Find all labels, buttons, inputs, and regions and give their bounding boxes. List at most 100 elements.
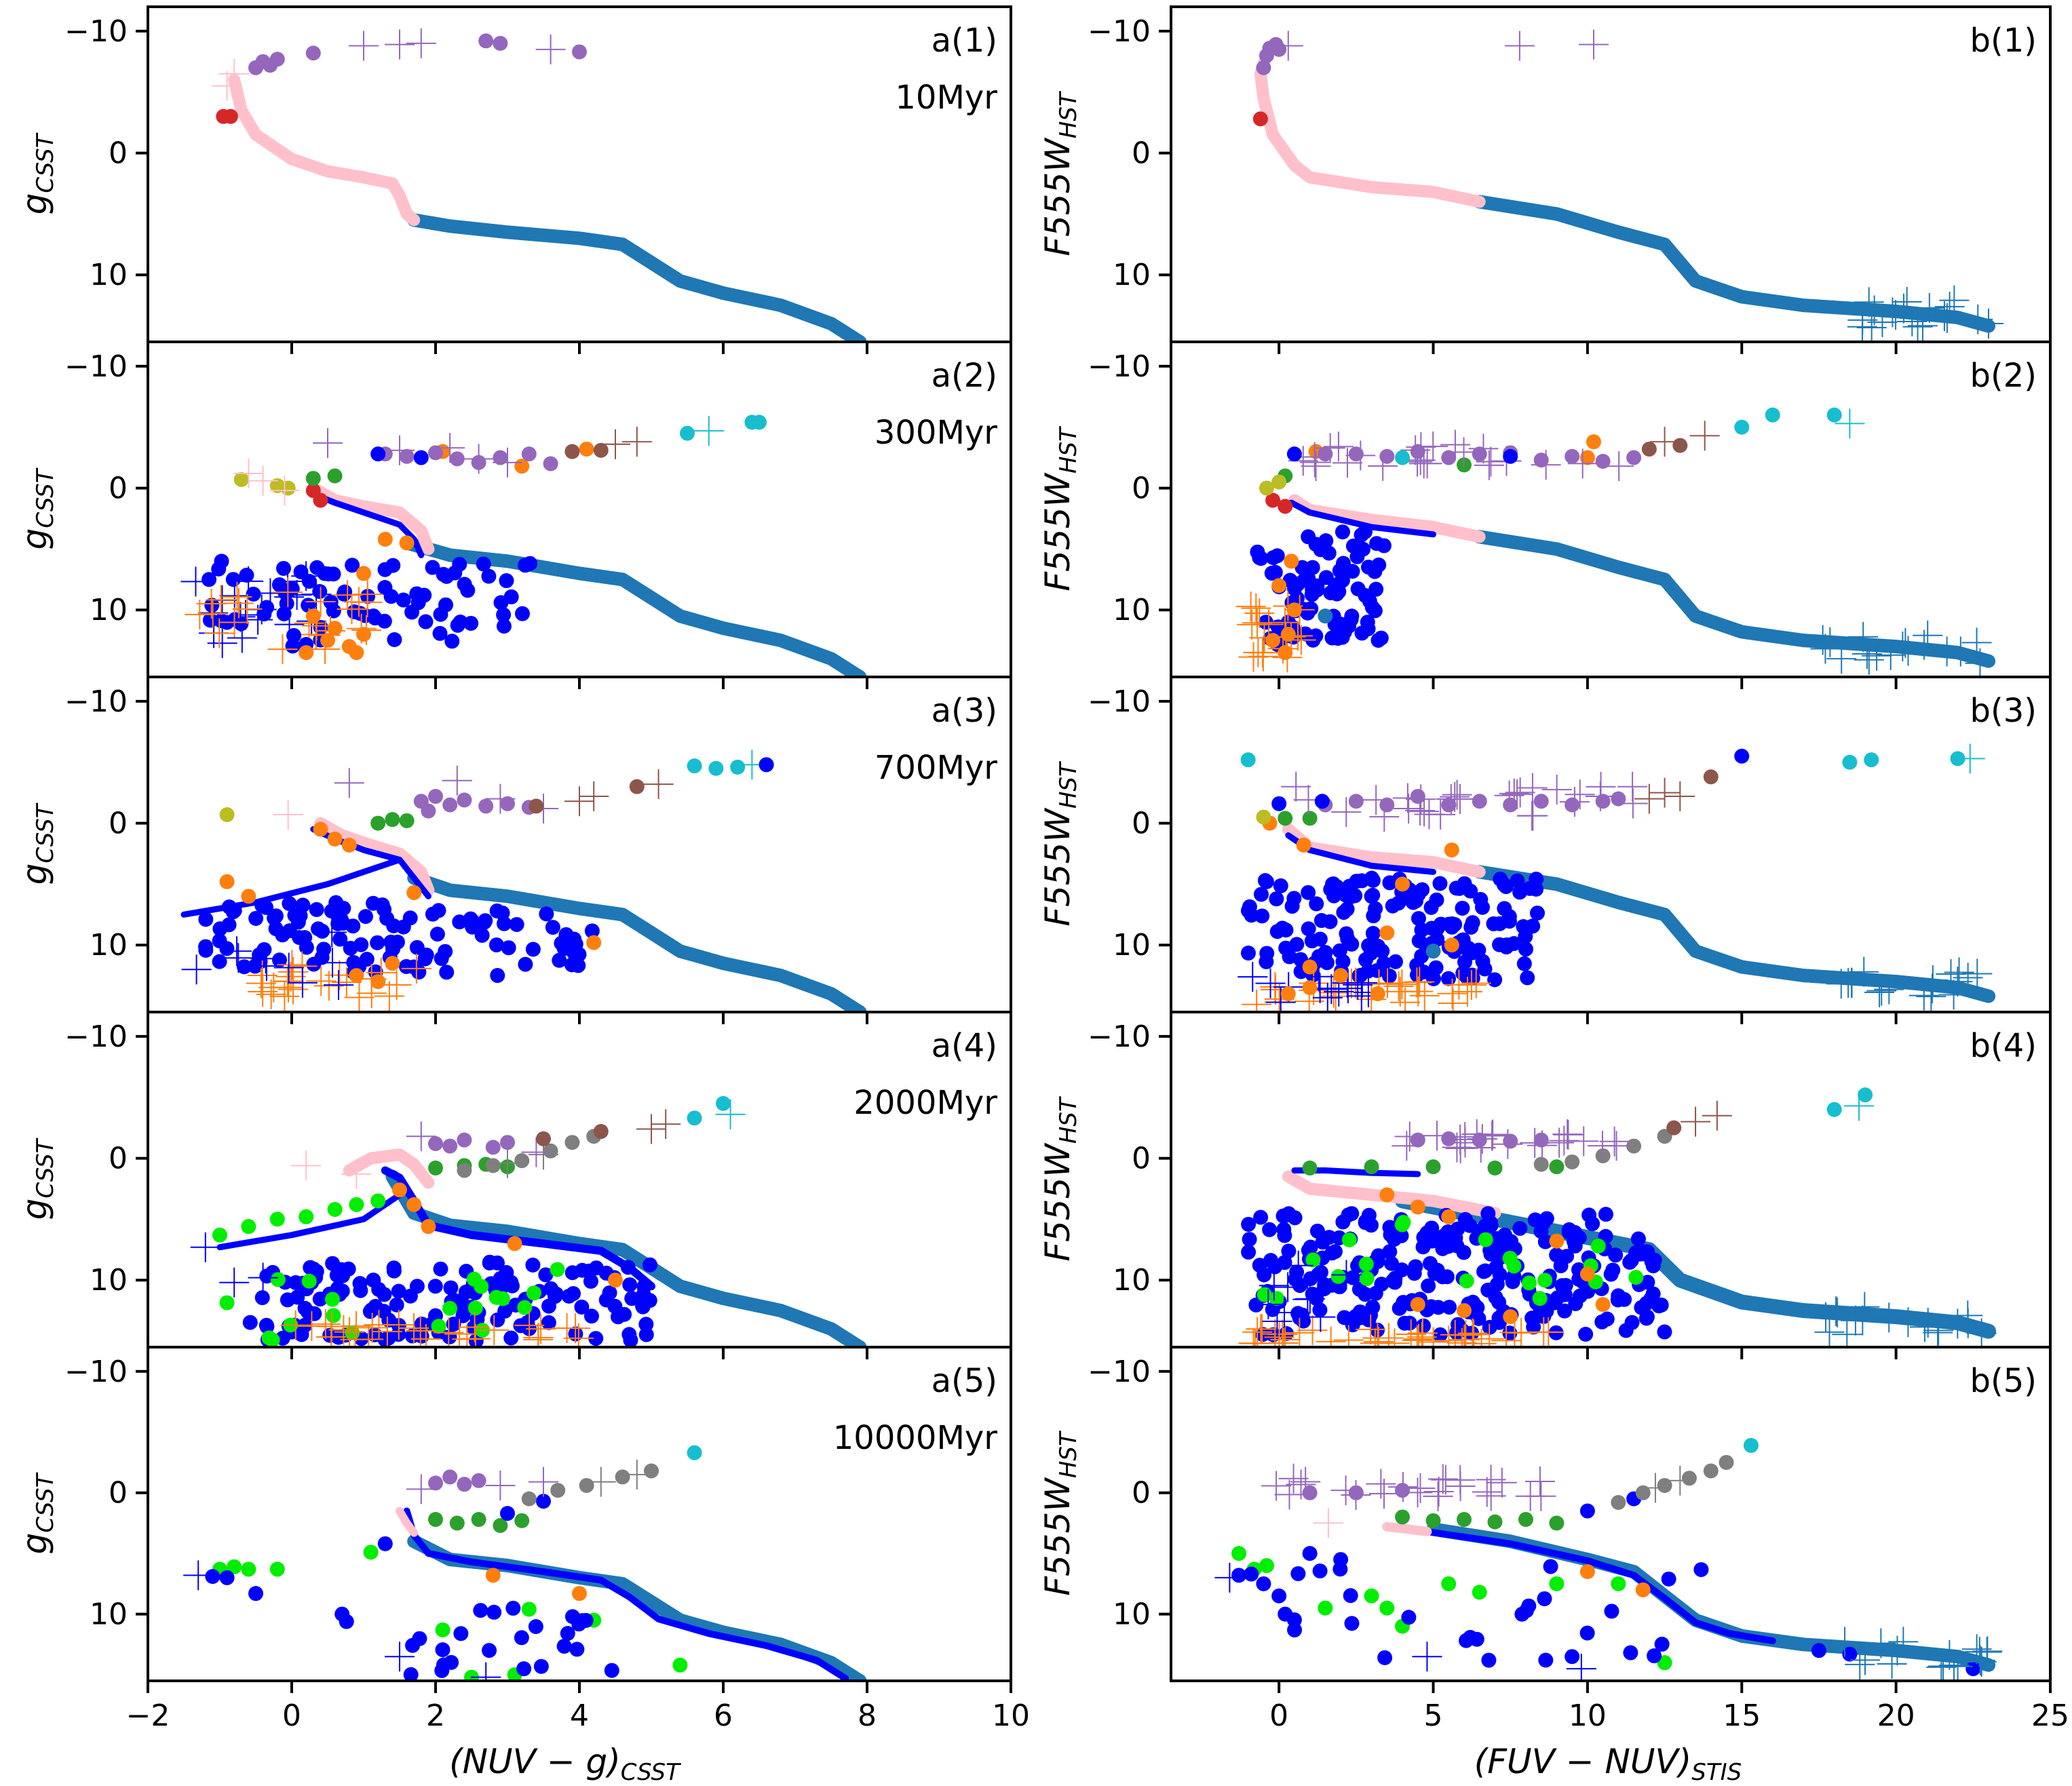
data-point (268, 908, 284, 924)
data-point-plus (471, 1662, 501, 1681)
sequence-track (403, 1507, 849, 1681)
data-point-plus (1807, 625, 1838, 655)
data-point (620, 1260, 636, 1275)
panel-b(5): −10 0 10 F555WHST b(5) (1038, 1346, 2052, 1693)
y-tick-label: −10 (64, 349, 128, 384)
data-point-plus (357, 1313, 387, 1343)
data-point-plus (1407, 1318, 1438, 1347)
data-point-plus (1290, 1467, 1321, 1497)
data-point-plus (1331, 797, 1362, 828)
data-point-plus (219, 607, 250, 638)
data-point-plus (1881, 300, 1911, 330)
data-point (405, 1637, 421, 1653)
sequence-track (310, 491, 425, 558)
y-tick-label: −10 (1088, 14, 1151, 49)
data-point-plus (1409, 796, 1440, 827)
data-point (687, 758, 702, 774)
data-point (1626, 1138, 1642, 1154)
data-point (1497, 901, 1512, 916)
data-point-plus (1301, 451, 1331, 482)
data-point-plus (493, 447, 522, 478)
data-point (1368, 581, 1384, 597)
data-point (1527, 878, 1542, 894)
data-point (1364, 1588, 1379, 1604)
data-point (1381, 968, 1397, 984)
data-point-plus (1238, 962, 1268, 992)
data-point (538, 1267, 554, 1283)
data-point (516, 1661, 532, 1677)
data-point-plus (1850, 1645, 1880, 1675)
data-point (387, 632, 402, 648)
data-point (522, 556, 538, 571)
data-point (377, 1536, 393, 1551)
data-point (446, 1317, 461, 1332)
data-point-plus (1866, 975, 1897, 1006)
data-point-plus (636, 1114, 666, 1144)
data-point (1345, 539, 1361, 554)
data-point (1533, 1304, 1548, 1319)
y-tick-label: 0 (1132, 807, 1151, 841)
data-point (399, 813, 415, 828)
y-tick-label: 10 (90, 1597, 128, 1632)
y-tick-label: −10 (1088, 1355, 1151, 1389)
data-point-plus (255, 578, 286, 608)
data-point (642, 1257, 658, 1273)
data-point-plus (1944, 957, 1974, 988)
data-point-plus (223, 943, 254, 973)
data-point (1666, 1120, 1682, 1135)
data-point-plus (1477, 1120, 1508, 1150)
data-point (1294, 1307, 1310, 1323)
data-point-plus (1451, 1320, 1481, 1347)
data-point-plus (526, 1314, 556, 1344)
data-point (269, 52, 285, 67)
y-tick-label: 10 (1113, 1597, 1151, 1632)
data-point (358, 909, 373, 925)
data-point (1259, 954, 1274, 969)
data-point-plus (273, 577, 303, 608)
data-point-plus (332, 580, 363, 610)
data-point-plus (1445, 1464, 1476, 1495)
data-point-plus (1836, 967, 1866, 998)
data-point (457, 792, 472, 808)
data-point (1462, 1218, 1478, 1233)
data-point-plus (1390, 987, 1421, 1012)
panel-label: b(4) (1970, 1027, 2037, 1065)
data-point-plus (1449, 437, 1479, 467)
data-point-plus (1849, 956, 1879, 987)
data-point (1365, 887, 1381, 903)
panel-age-label: 300Myr (875, 414, 997, 452)
data-point (1335, 629, 1350, 645)
data-point (1493, 871, 1508, 887)
data-point (233, 471, 249, 487)
data-point (219, 1295, 235, 1311)
data-point-plus (1665, 1465, 1695, 1496)
data-point-plus (399, 1313, 429, 1344)
data-point (457, 1132, 472, 1148)
data-point (1565, 797, 1580, 813)
data-point (428, 1475, 443, 1491)
data-point (1565, 448, 1580, 464)
data-point (1842, 754, 1858, 770)
data-point (239, 568, 254, 583)
data-point (460, 583, 476, 598)
data-point (520, 1315, 535, 1330)
data-point (265, 1332, 280, 1347)
data-point (305, 471, 321, 486)
data-point (1463, 883, 1478, 899)
data-point (341, 837, 357, 853)
y-tick-label: 10 (90, 928, 128, 963)
data-point-plus (560, 1313, 591, 1344)
data-point (349, 968, 364, 984)
y-axis-label: F555WHST (1038, 1431, 1082, 1596)
x-tick-label: 20 (1877, 1698, 1915, 1733)
data-point (1743, 1437, 1759, 1453)
data-point (564, 1135, 580, 1150)
data-point-plus (274, 609, 305, 640)
data-point (225, 572, 241, 587)
data-point (327, 831, 343, 847)
data-point (556, 1638, 572, 1654)
data-point-plus (1882, 1635, 1913, 1666)
data-point (1578, 1327, 1594, 1342)
data-point (568, 936, 583, 952)
data-point (1826, 1102, 1842, 1117)
